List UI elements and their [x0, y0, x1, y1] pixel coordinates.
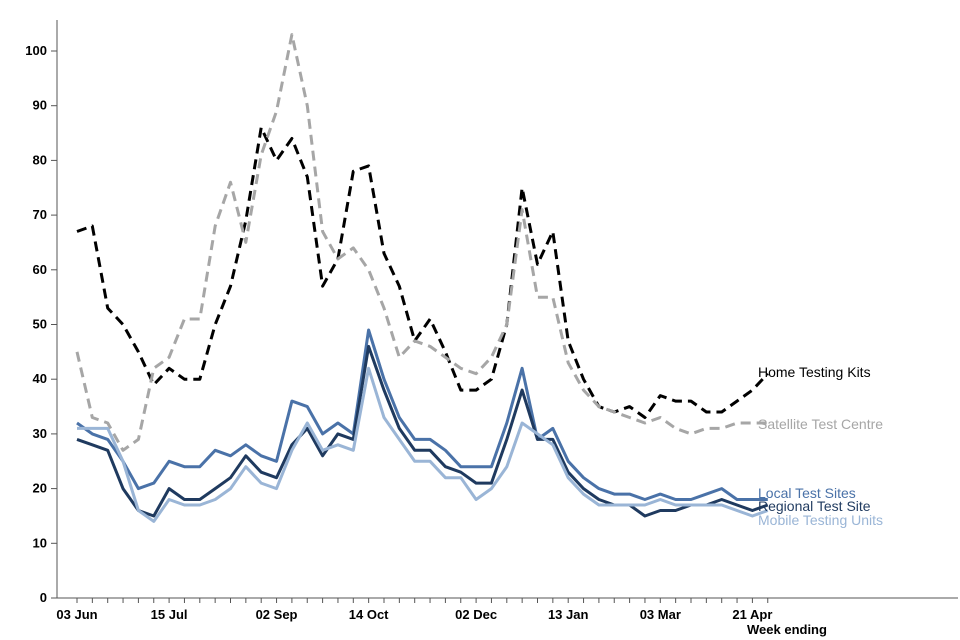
series-label-local-test-sites: Local Test Sites [758, 485, 856, 501]
x-tick-label: 02 Dec [455, 607, 497, 622]
x-tick-label: 02 Sep [256, 607, 298, 622]
y-tick-label: 100 [25, 43, 47, 58]
series-line-satellite-test-centre [75, 33, 768, 452]
series-line-home-testing-kits [76, 126, 769, 419]
y-tick-label: 40 [33, 371, 47, 386]
series-line-regional-test-site [76, 344, 769, 518]
y-tick-label: 60 [33, 262, 47, 277]
y-axis: 0 10 20 30 40 50 60 70 80 90 100 [25, 20, 58, 605]
x-axis: 03 Jun 15 Jul 02 Sep 14 Oct 02 Dec 13 Jan 03 M… [56, 597, 958, 637]
y-tick-label: 50 [33, 317, 47, 332]
y-tick-label: 0 [40, 590, 47, 605]
x-axis-title: Week ending [747, 622, 827, 637]
y-tick-label: 20 [33, 481, 47, 496]
series-label-satellite-test-centre: Satellite Test Centre [758, 416, 883, 432]
y-tick-label: 10 [33, 535, 47, 550]
x-tick-label: 21 Apr [732, 607, 772, 622]
x-tick-label: 13 Jan [548, 607, 589, 622]
series-label-home-testing-kits: Home Testing Kits [758, 364, 871, 380]
x-tick-label: 03 Jun [56, 607, 97, 622]
x-tick-label: 03 Mar [640, 607, 681, 622]
series-labels: Home Testing Kits Satellite Test Centre Lo… [758, 364, 883, 528]
series-label-mobile-testing-units: Mobile Testing Units [758, 512, 883, 528]
x-tick-label: 14 Oct [349, 607, 389, 622]
series-line-mobile-testing-units [77, 366, 769, 523]
y-tick-label: 90 [33, 98, 47, 113]
y-tick-label: 30 [33, 426, 47, 441]
y-tick-label: 80 [33, 152, 47, 167]
y-tick-label: 70 [33, 207, 47, 222]
x-tick-label: 15 Jul [151, 607, 188, 622]
series-line-local-test-sites [76, 328, 768, 501]
series-label-regional-test-site: Regional Test Site [758, 498, 871, 514]
series-lines [75, 33, 769, 523]
